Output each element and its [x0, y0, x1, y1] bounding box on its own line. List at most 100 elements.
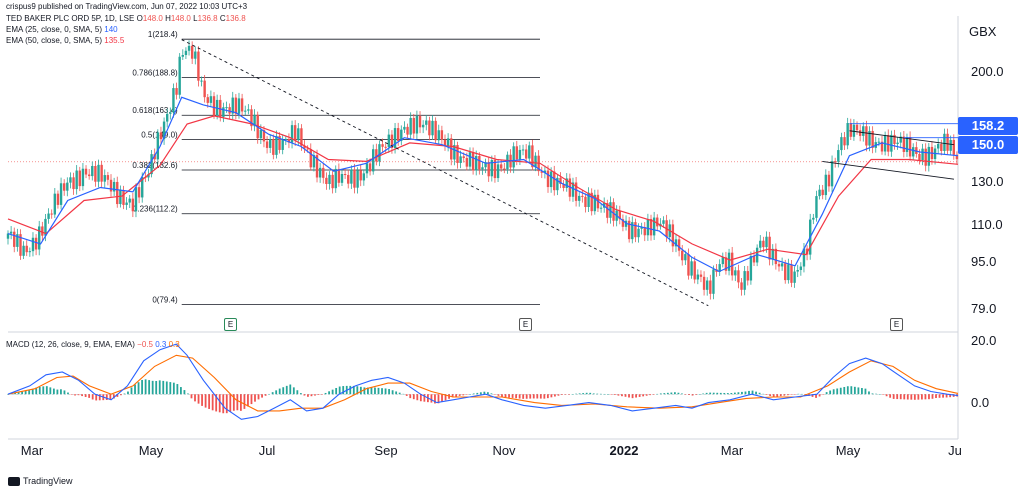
- candle-up[interactable]: [297, 128, 300, 141]
- candle-down[interactable]: [752, 255, 756, 263]
- candle-down[interactable]: [418, 115, 422, 128]
- candle-up[interactable]: [181, 55, 184, 57]
- candle-up[interactable]: [125, 202, 128, 205]
- candle-up[interactable]: [134, 187, 138, 212]
- candle-down[interactable]: [137, 187, 141, 198]
- candle-up[interactable]: [690, 261, 693, 276]
- candle-down[interactable]: [212, 96, 216, 116]
- candle-down[interactable]: [368, 163, 372, 172]
- candle-up[interactable]: [231, 97, 234, 114]
- candle-up[interactable]: [593, 194, 597, 212]
- candle-down[interactable]: [462, 156, 465, 159]
- candle-down[interactable]: [390, 134, 394, 149]
- candle-down[interactable]: [109, 179, 113, 192]
- candle-down[interactable]: [72, 177, 75, 190]
- candle-up[interactable]: [890, 134, 893, 152]
- candle-down[interactable]: [737, 270, 740, 283]
- candle-down[interactable]: [503, 168, 506, 170]
- candle-down[interactable]: [774, 248, 778, 265]
- candle-down[interactable]: [287, 138, 291, 143]
- candle-down[interactable]: [540, 171, 543, 173]
- candle-up[interactable]: [209, 96, 213, 103]
- candle-up[interactable]: [290, 125, 294, 143]
- candle-down[interactable]: [693, 261, 696, 280]
- candle-down[interactable]: [702, 276, 706, 290]
- candle-up[interactable]: [165, 113, 169, 122]
- candle-up[interactable]: [247, 109, 250, 111]
- candle-up[interactable]: [475, 156, 478, 171]
- candle-down[interactable]: [531, 145, 534, 168]
- candle-up[interactable]: [446, 138, 450, 146]
- candle-down[interactable]: [175, 88, 178, 95]
- candle-down[interactable]: [337, 168, 341, 183]
- candle-down[interactable]: [865, 126, 868, 146]
- candle-up[interactable]: [840, 137, 843, 151]
- candle-down[interactable]: [197, 51, 200, 81]
- candle-up[interactable]: [356, 170, 359, 188]
- candle-down[interactable]: [515, 146, 518, 160]
- candle-down[interactable]: [924, 148, 927, 166]
- candle-down[interactable]: [41, 226, 44, 236]
- candle-up[interactable]: [512, 146, 515, 168]
- candle-up[interactable]: [200, 80, 203, 82]
- earnings-marker[interactable]: E: [890, 318, 903, 331]
- candle-down[interactable]: [131, 198, 135, 212]
- candle-down[interactable]: [649, 218, 653, 236]
- candle-up[interactable]: [22, 245, 25, 256]
- candle-up[interactable]: [47, 213, 50, 219]
- candle-up[interactable]: [696, 274, 700, 280]
- candle-up[interactable]: [830, 161, 834, 187]
- candle-down[interactable]: [325, 177, 328, 184]
- candle-down[interactable]: [871, 130, 874, 148]
- candle-down[interactable]: [56, 193, 60, 205]
- candle-down[interactable]: [681, 250, 684, 261]
- candle-down[interactable]: [709, 280, 712, 294]
- candle-up[interactable]: [490, 160, 494, 177]
- candle-down[interactable]: [62, 183, 66, 191]
- candle-up[interactable]: [328, 174, 331, 184]
- candle-down[interactable]: [309, 149, 312, 168]
- candle-up[interactable]: [521, 149, 525, 151]
- candle-down[interactable]: [584, 196, 587, 208]
- macd-line[interactable]: [7, 343, 959, 420]
- candle-down[interactable]: [952, 139, 955, 155]
- ema25-line[interactable]: [7, 96, 959, 273]
- candle-up[interactable]: [749, 255, 753, 281]
- candle-up[interactable]: [534, 155, 537, 168]
- ema50-line[interactable]: [7, 115, 959, 261]
- candle-up[interactable]: [721, 257, 725, 265]
- candle-up[interactable]: [350, 169, 353, 184]
- candle-up[interactable]: [787, 264, 790, 281]
- candle-up[interactable]: [275, 135, 278, 155]
- price-badge[interactable]: 150.0: [958, 136, 1018, 154]
- candle-down[interactable]: [434, 120, 437, 141]
- candle-down[interactable]: [671, 224, 675, 247]
- candle-down[interactable]: [730, 252, 734, 276]
- candle-up[interactable]: [565, 178, 568, 188]
- candle-up[interactable]: [706, 280, 709, 290]
- candle-up[interactable]: [799, 266, 803, 270]
- candle-up[interactable]: [587, 192, 590, 208]
- candle-up[interactable]: [69, 177, 72, 183]
- candle-up[interactable]: [646, 218, 650, 236]
- candle-up[interactable]: [119, 190, 122, 205]
- candle-down[interactable]: [821, 189, 824, 196]
- candle-down[interactable]: [843, 137, 846, 146]
- candle-down[interactable]: [396, 128, 400, 141]
- candle-down[interactable]: [740, 282, 743, 290]
- candle-up[interactable]: [518, 149, 522, 160]
- candle-down[interactable]: [478, 156, 481, 170]
- candle-up[interactable]: [318, 167, 322, 178]
- candle-down[interactable]: [893, 134, 896, 145]
- candle-down[interactable]: [331, 174, 334, 189]
- candle-up[interactable]: [468, 152, 472, 167]
- candle-up[interactable]: [599, 207, 603, 209]
- candle-down[interactable]: [581, 195, 584, 197]
- candle-down[interactable]: [159, 132, 163, 140]
- candle-down[interactable]: [940, 143, 943, 151]
- candle-up[interactable]: [44, 218, 47, 236]
- candle-up[interactable]: [868, 130, 871, 146]
- candle-up[interactable]: [674, 239, 678, 247]
- candle-up[interactable]: [184, 50, 188, 56]
